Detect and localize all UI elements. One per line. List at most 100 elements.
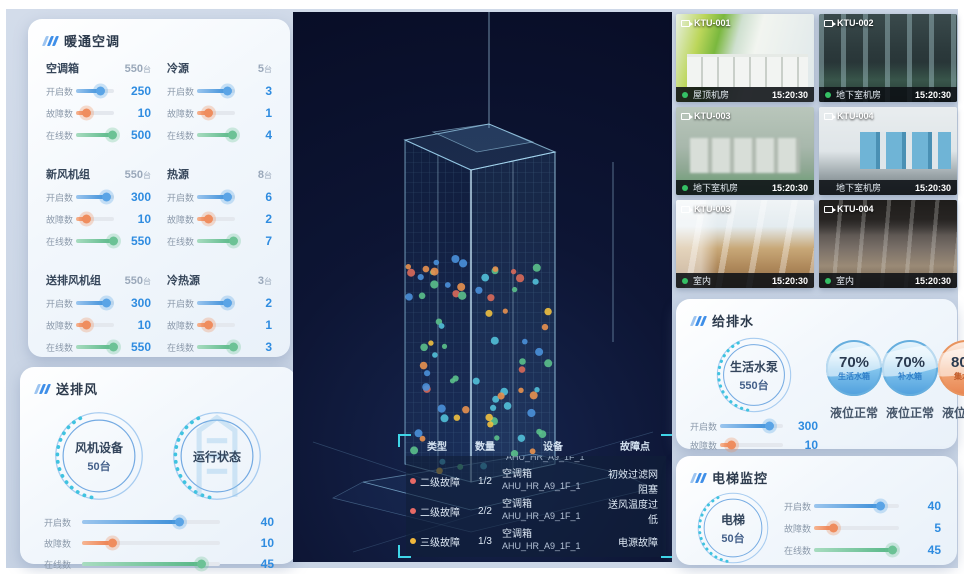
- camera-icon: [681, 205, 693, 213]
- tank-level-pct: 80%: [950, 354, 964, 371]
- online-slider[interactable]: [197, 236, 239, 246]
- camera-tag: KTU-001: [681, 18, 731, 28]
- camera-id: KTU-003: [694, 111, 731, 121]
- open-slider[interactable]: [197, 86, 235, 96]
- hvac-group-ahu: 空调箱 550台 开启数 250 故障数 10 在线数 500: [46, 60, 151, 150]
- slider-thumb[interactable]: [222, 298, 232, 308]
- online-slider[interactable]: [76, 130, 118, 140]
- slider-label: 在线数: [44, 559, 72, 570]
- camera-feed[interactable]: KTU-003 室内 15:20:30: [676, 200, 814, 288]
- building-3d-viewport[interactable]: 类型 数量 设备 故障点 AHU_HR_A9_1F_1 二级故障 1/2 空调箱…: [293, 12, 672, 562]
- open-slider[interactable]: [197, 192, 235, 202]
- fault-row[interactable]: 二级故障 1/2 空调箱 AHU_HR_A9_1F_1 初效过滤网阻塞: [406, 466, 666, 496]
- online-slider[interactable]: [76, 236, 118, 246]
- online-slider[interactable]: [82, 559, 220, 569]
- slider-thumb[interactable]: [727, 440, 737, 450]
- corner-bracket: [398, 545, 411, 558]
- slider-row: 故障数 10: [46, 106, 151, 120]
- slider-thumb[interactable]: [203, 214, 213, 224]
- slider-row: 故障数 10: [44, 536, 274, 550]
- ring-label: 生活水泵: [729, 359, 778, 374]
- slider-value: 6: [265, 190, 272, 204]
- slider-thumb[interactable]: [204, 320, 214, 330]
- camera-location: 屋顶机房: [693, 90, 730, 100]
- camera-feed[interactable]: KTU-001 屋顶机房 15:20:30: [676, 14, 814, 102]
- slider-thumb[interactable]: [108, 236, 118, 246]
- slider-label: 故障数: [167, 108, 195, 119]
- slider-thumb[interactable]: [765, 421, 775, 431]
- online-slider[interactable]: [197, 342, 239, 352]
- slider-thumb[interactable]: [108, 130, 118, 140]
- fault-slider[interactable]: [197, 320, 235, 330]
- fan-panel-title: 送排风: [56, 382, 99, 397]
- slider-thumb[interactable]: [108, 342, 118, 352]
- ring-label: 运行状态: [192, 449, 241, 464]
- fault-slider[interactable]: [197, 214, 235, 224]
- fault-slider[interactable]: [720, 440, 783, 450]
- camera-feed[interactable]: KTU-004 地下室机房 15:20:30: [819, 107, 957, 195]
- slider-thumb[interactable]: [222, 192, 232, 202]
- slider-row: 开启数 300: [690, 419, 818, 433]
- panel-slashes-icon: [41, 35, 60, 46]
- fault-slider[interactable]: [76, 214, 114, 224]
- fault-row[interactable]: 二级故障 2/2 空调箱 AHU_HR_A9_1F_1 送风温度过低: [406, 496, 666, 526]
- camera-status-bar: 地下室机房 15:20:30: [676, 180, 814, 195]
- slider-thumb[interactable]: [229, 342, 239, 352]
- slider-thumb[interactable]: [81, 320, 91, 330]
- fault-row[interactable]: 三级故障 1/3 空调箱 AHU_HR_A9_1F_1 电源故障: [406, 526, 666, 556]
- slider-value: 1: [265, 106, 272, 120]
- slider-thumb[interactable]: [222, 86, 232, 96]
- slider-thumb[interactable]: [95, 86, 105, 96]
- fault-slider[interactable]: [82, 538, 220, 548]
- slider-label: 故障数: [784, 523, 812, 534]
- camera-feed[interactable]: KTU-004 室内 15:20:30: [819, 200, 957, 288]
- camera-id: KTU-002: [837, 18, 874, 28]
- slider-thumb[interactable]: [196, 559, 206, 569]
- tank-name: 集水坑: [954, 372, 964, 381]
- camera-feed[interactable]: KTU-002 地下室机房 15:20:30: [819, 14, 957, 102]
- fault-table-header: 类型 数量 设备 故障点: [406, 436, 666, 456]
- open-slider[interactable]: [720, 421, 783, 431]
- slider-thumb[interactable]: [876, 501, 886, 511]
- slider-thumb[interactable]: [102, 192, 112, 202]
- slider-thumb[interactable]: [203, 108, 213, 118]
- slider-value: 4: [265, 128, 272, 142]
- slider-row: 故障数 10: [46, 212, 151, 226]
- fault-row-clipped[interactable]: AHU_HR_A9_1F_1: [506, 456, 585, 463]
- open-slider[interactable]: [76, 192, 114, 202]
- online-slider[interactable]: [197, 130, 238, 140]
- fault-slider[interactable]: [197, 108, 235, 118]
- slider-label: 在线数: [167, 236, 195, 247]
- slider-row: 在线数 3: [167, 340, 272, 354]
- fault-level: 二级故障: [420, 477, 460, 489]
- fault-slider[interactable]: [76, 108, 114, 118]
- water-panel-title: 给排水: [712, 314, 755, 329]
- open-slider[interactable]: [76, 298, 114, 308]
- slider-thumb[interactable]: [174, 517, 184, 527]
- fault-slider[interactable]: [76, 320, 114, 330]
- slider-thumb[interactable]: [888, 545, 898, 555]
- slider-row: 开启数 2: [167, 296, 272, 310]
- online-slider[interactable]: [76, 342, 118, 352]
- fault-slider[interactable]: [814, 523, 899, 533]
- online-slider[interactable]: [814, 545, 899, 555]
- open-slider[interactable]: [197, 298, 235, 308]
- open-slider[interactable]: [82, 517, 220, 527]
- fault-point: 电源故障: [618, 537, 658, 549]
- open-slider[interactable]: [814, 501, 899, 511]
- slider-thumb[interactable]: [81, 108, 91, 118]
- slider-thumb[interactable]: [108, 538, 118, 548]
- slider-thumb[interactable]: [102, 298, 112, 308]
- slider-thumb[interactable]: [228, 130, 238, 140]
- open-slider[interactable]: [76, 86, 114, 96]
- fault-table-body[interactable]: AHU_HR_A9_1F_1 二级故障 1/2 空调箱 AHU_HR_A9_1F_…: [406, 456, 666, 557]
- slider-thumb[interactable]: [229, 236, 239, 246]
- slider-thumb[interactable]: [828, 523, 838, 533]
- slider-value: 300: [130, 190, 151, 204]
- slider-thumb[interactable]: [81, 214, 91, 224]
- hvac-group-cold-heat-source: 冷热源 3台 开启数 2 故障数 1 在线数 3: [167, 272, 272, 362]
- camera-feed[interactable]: KTU-003 地下室机房 15:20:30: [676, 107, 814, 195]
- device-status-dots: [405, 255, 553, 475]
